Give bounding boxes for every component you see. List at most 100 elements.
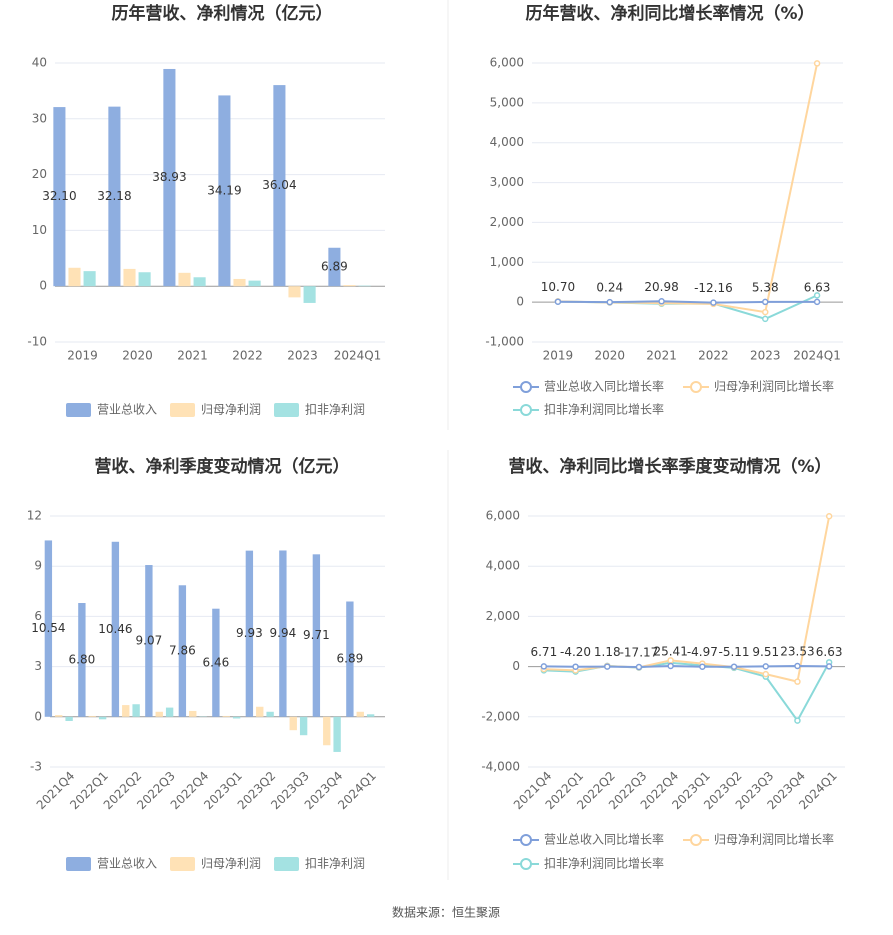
point [604,663,611,670]
value-label: -12.16 [694,281,733,295]
y-tick-label: 0 [34,709,42,723]
point [572,663,579,670]
legend-swatch [520,858,532,870]
value-label: 20.98 [644,280,678,294]
value-label: 10.46 [98,622,132,636]
value-label: -4.97 [687,645,718,659]
point [540,663,548,670]
value-label: 23.53 [780,645,814,659]
bar [44,540,53,717]
legend-swatch [520,834,532,846]
value-label: 9.71 [303,628,330,642]
value-label: 6.89 [337,652,364,666]
bar [178,585,187,717]
y-tick-label: 2,000 [490,215,524,229]
bar [366,714,375,717]
x-tick-label: 2019 [543,349,574,363]
bar [279,550,287,717]
point [710,299,717,306]
bar [266,711,274,717]
bar [155,711,163,717]
value-label: 6.80 [69,652,96,666]
value-label: 38.93 [152,170,186,184]
x-tick-label: 2021 [646,349,677,363]
bar [65,716,73,721]
value-label: 36.04 [262,178,296,192]
value-label: 32.10 [42,189,76,203]
value-label: 9.93 [236,626,263,640]
bar [256,706,264,717]
point [794,662,801,670]
y-tick-label: 0 [516,295,524,309]
point [606,298,613,306]
y-tick-label: 6,000 [490,56,524,70]
bar [98,716,107,720]
value-label: 6.63 [804,280,831,294]
bar [343,285,356,287]
legend-swatch [520,381,532,393]
legend-label: 营业总收入 [97,403,157,417]
bar [193,277,206,287]
line [543,661,831,723]
bar [55,715,63,717]
y-tick-label: -3 [30,760,42,774]
legend-swatch [170,857,195,871]
bar [189,710,197,717]
legend-label: 归母净利润同比增长率 [714,379,834,394]
y-tick-label: -10 [27,335,47,349]
x-tick-label: 2024Q1 [334,349,382,363]
point [825,513,833,520]
line [557,63,819,314]
legend-swatch [520,404,532,416]
bar [312,554,321,717]
bar [111,541,120,717]
bar [178,272,191,287]
point [762,308,769,316]
bar [303,286,316,303]
source-note: 数据来源：恒生聚源 [392,905,500,920]
point [554,298,562,305]
y-tick-label: 4,000 [486,559,520,573]
value-label: 5.38 [752,280,779,294]
y-tick-label: 4,000 [490,135,524,149]
point [730,663,738,670]
x-tick-label: 2022 [232,349,263,363]
point [825,663,833,670]
bar [68,267,81,287]
bar [163,68,176,287]
x-tick-label: 2020 [594,349,625,363]
value-label: 6.71 [530,645,557,659]
value-label: 6.46 [203,655,230,669]
line [543,516,831,683]
bar [165,707,174,717]
point [813,298,821,306]
x-tick-label: 2024Q1 [793,349,841,363]
value-label: 32.18 [97,189,131,203]
legend-swatch [66,857,91,871]
bar [323,716,331,746]
bar [248,280,261,287]
legend-label: 扣非净利润同比增长率 [544,402,664,417]
bar [212,608,220,717]
y-tick-label: 3,000 [490,175,524,189]
value-label: 34.19 [207,183,241,197]
bar [122,705,130,717]
point [813,292,821,299]
legend-swatch [690,834,702,846]
y-tick-label: 20 [32,167,47,181]
legend-swatch [690,381,702,393]
bar [346,601,354,717]
y-tick-label: 0 [512,659,520,673]
line [543,664,830,669]
line [557,300,818,304]
chart-title: 历年营收、净利情况（亿元） [112,3,333,24]
point [762,670,769,678]
bar [333,716,341,752]
y-tick-label: 2,000 [486,609,520,623]
y-tick-label: 5,000 [490,95,524,109]
value-label: 0.24 [596,281,623,295]
y-tick-label: -1,000 [485,335,524,349]
point [658,298,665,305]
legend-label: 营业总收入 [97,857,157,871]
